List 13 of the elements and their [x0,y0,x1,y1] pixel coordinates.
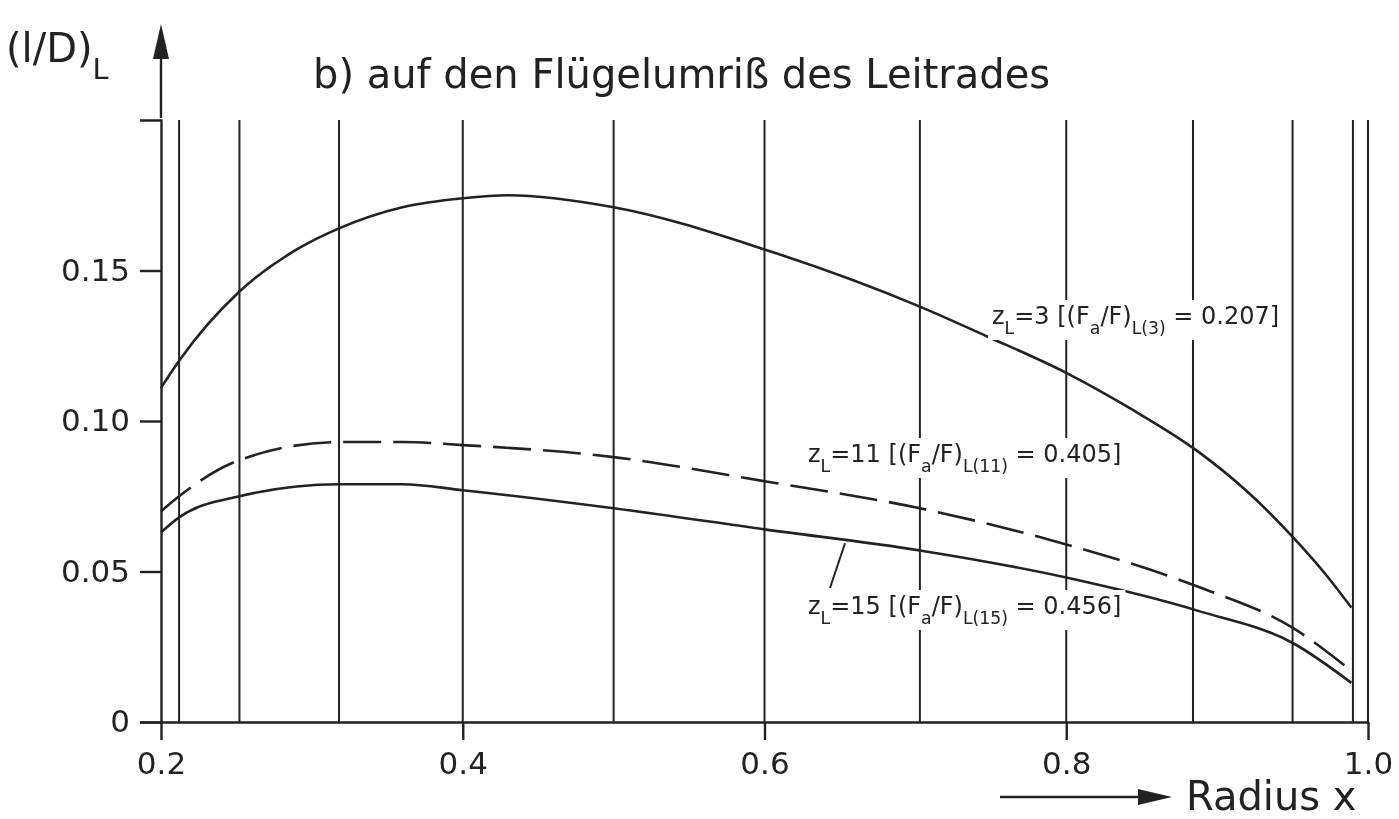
y-tick-label: 0.15 [60,251,130,288]
y-tick-label: 0 [110,703,130,740]
y-tick-label: 0.10 [60,402,130,439]
chart-title: b) auf den Flügelumriß des Leitrades [313,51,1051,97]
y-tick-label: 0.05 [60,552,130,589]
legend-label: z$_{L}$=15 [(F$_{a}$/F)$_{L(15)}$ = 0.456] [808,592,1122,628]
x-tick-label: 0.8 [1042,745,1092,782]
x-tick-label: 0.2 [136,745,187,782]
y-axis-title: (l/D)$_{L}$ [6,25,109,86]
series-label: z$_{L}$=11 [(F$_{a}$/F)$_{L(11)}$ = 0.405] [808,440,1122,476]
x-tick-label: 0.6 [740,745,790,782]
x-tick-label: 0.4 [438,745,488,782]
series-label: z$_{L}$=3 [(F$_{a}$/F)$_{L(3)}$ = 0.207] [992,302,1280,338]
